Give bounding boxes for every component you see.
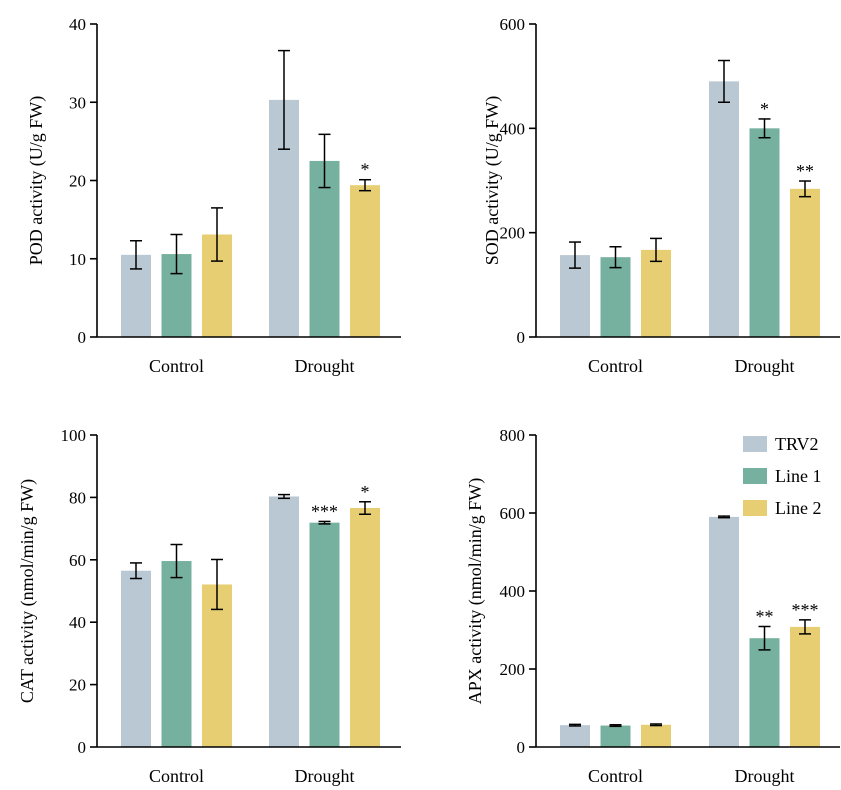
legend-label-trv2: TRV2 [775,434,819,454]
pod-bar-line1-drought [309,160,340,337]
apx-significance-line1-drought: ** [756,606,774,626]
cat-significance-line1-drought: *** [311,501,338,521]
apx-error-bar-line2-control [650,723,662,727]
legend-swatch-trv2 [743,436,767,452]
sod-y-tick-label: 0 [517,328,526,347]
apx-bar-trv2-drought [709,516,739,747]
apx-x-tick-label: Drought [735,766,795,786]
pod-y-tick-label: 0 [78,328,87,347]
cat-y-axis-title: CAT activity (nmol/min/g FW) [17,479,38,703]
sod-error-bar-line1-control [609,246,622,269]
apx-bar-trv2-control [560,725,590,747]
apx-error-bar-trv2-control [569,723,581,727]
sod-bar-line1-control [600,257,631,337]
cat-x-tick-label: Control [149,766,204,786]
legend-swatch-line1 [743,468,767,484]
sod-error-bar-trv2-control [569,241,581,269]
cat-y-tick-label: 80 [69,488,86,507]
apx-y-axis-title: APX activity (nmol/min/g FW) [465,478,486,705]
sod-error-bar-line2-drought [799,180,811,198]
sod-y-tick-label: 600 [500,15,526,34]
cat-bar-line2-drought [350,508,380,747]
cat-x-tick-label: Drought [295,766,355,786]
apx-x-tick-label: Control [588,766,643,786]
cat-bar-line1-drought [309,522,340,747]
pod-bar-line2-drought [350,185,380,337]
apx-bar-line1-drought [749,638,780,747]
apx-y-tick-label: 0 [517,738,526,757]
apx-error-bar-line2-drought [799,619,811,635]
pod-x-tick-label: Control [149,356,204,376]
apx-y-tick-label: 800 [500,426,526,445]
apx-bar-line1-control [600,725,631,747]
pod-y-tick-label: 10 [69,250,86,269]
pod-error-bar-trv2-control [130,240,142,270]
sod-x-tick-label: Drought [735,356,795,376]
sod-error-bar-trv2-drought [718,59,730,103]
cat-bar-trv2-drought [269,496,299,747]
apx-y-tick-label: 400 [500,582,526,601]
cat-significance-line2-drought: * [361,482,370,502]
legend-label-line2: Line 2 [775,498,822,518]
sod-error-bar-line2-control [650,237,662,263]
pod-activity-chart: * 0 10 20 30 40 Control Drought POD activity (U/… [26,15,401,376]
pod-y-tick-label: 20 [69,172,86,191]
legend-swatch-line2 [743,500,767,516]
cat-error-bar-line2-drought [359,501,371,515]
apx-error-bar-line1-control [609,724,622,728]
apx-error-bar-trv2-drought [718,515,730,519]
apx-y-tick-label: 200 [500,660,526,679]
pod-y-axis-title: POD activity (U/g FW) [26,96,47,265]
pod-y-tick-label: 40 [69,15,86,34]
cat-y-tick-label: 0 [78,738,87,757]
sod-bar-line2-control [641,249,671,337]
pod-error-bar-line2-control [211,207,223,262]
cat-bar-trv2-control [121,570,151,747]
cat-error-bar-line1-drought [318,520,331,525]
sod-y-tick-label: 400 [500,119,526,138]
sod-bar-line2-drought [790,188,820,337]
apx-significance-line2-drought: *** [792,600,819,620]
pod-error-bar-line1-drought [318,133,331,189]
cat-error-bar-trv2-drought [278,493,290,500]
apx-bar-line2-drought [790,626,820,747]
apx-bar-line2-control [641,724,671,747]
sod-y-axis-title: SOD activity (U/g FW) [482,96,503,265]
pod-error-bar-trv2-drought [278,49,290,150]
sod-x-tick-label: Control [588,356,643,376]
apx-error-bar-line1-drought [758,625,771,651]
sod-error-bar-line1-drought [758,118,771,139]
pod-error-bar-line1-control [170,233,183,275]
legend-label-line1: Line 1 [775,466,822,486]
cat-error-bar-line1-control [170,543,183,579]
legend: TRV2 Line 1 Line 2 [743,434,822,518]
sod-bar-line1-drought [749,128,780,337]
cat-y-tick-label: 20 [69,676,86,695]
pod-error-bar-line2-drought [359,178,371,192]
pod-x-tick-label: Drought [295,356,355,376]
sod-y-tick-label: 200 [500,224,526,243]
pod-significance-line2-drought: * [361,160,370,180]
cat-bar-line2-control [202,584,232,747]
cat-error-bar-line2-control [211,558,223,611]
pod-y-tick-label: 30 [69,93,86,112]
sod-bar-trv2-drought [709,81,739,337]
sod-significance-line2-drought: ** [796,161,814,181]
cat-y-tick-label: 60 [69,551,86,570]
cat-bar-line1-control [161,561,192,747]
cat-y-tick-label: 40 [69,613,86,632]
cat-y-tick-label: 100 [61,426,87,445]
apx-y-tick-label: 600 [500,504,526,523]
cat-error-bar-trv2-control [130,562,142,580]
sod-significance-line1-drought: * [760,99,769,119]
